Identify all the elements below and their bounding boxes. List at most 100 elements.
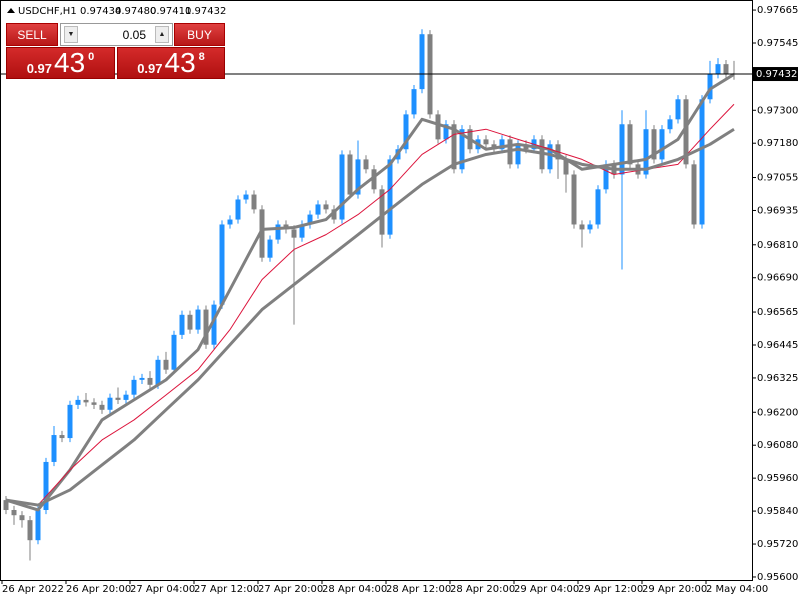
candle-body — [371, 169, 377, 190]
y-tick-label: 0.96200 — [757, 407, 798, 418]
sell-button[interactable]: SELL — [6, 23, 58, 46]
candle-body — [515, 144, 521, 165]
candle-body — [707, 74, 713, 100]
info-high: 0.97480 — [115, 6, 156, 17]
candle-body — [339, 154, 345, 220]
price-label-box — [752, 67, 798, 82]
sell-price[interactable]: 0.97 43 0 — [6, 47, 115, 79]
candle-body — [547, 144, 553, 170]
x-tick-label: 29 Apr 04:00 — [514, 584, 579, 595]
info-close: 0.97432 — [185, 6, 226, 17]
y-tick-label: 0.96690 — [757, 273, 798, 284]
candle-body — [667, 119, 673, 130]
candle-body — [83, 399, 89, 403]
candles — [3, 29, 737, 561]
candle-body — [275, 224, 281, 240]
info-open: 0.97434 — [80, 6, 121, 17]
candle-body — [627, 124, 633, 165]
candle-body — [691, 164, 697, 225]
y-tick-label: 0.97545 — [757, 38, 798, 49]
y-tick-label: 0.95600 — [757, 572, 798, 583]
x-tick-label: 26 Apr 2022 — [2, 584, 64, 595]
candle-body — [363, 159, 369, 170]
y-tick-label: 0.97300 — [757, 105, 798, 116]
y-tick-label: 0.95960 — [757, 473, 798, 484]
x-tick-label: 28 Apr 20:00 — [450, 584, 515, 595]
info-low: 0.97411 — [150, 6, 191, 17]
candle-body — [579, 224, 585, 230]
candle-body — [587, 224, 593, 230]
candle-body — [403, 114, 409, 150]
price-prefix: 0.97 — [26, 61, 53, 76]
candle-body — [387, 159, 393, 235]
y-tick-label: 0.96080 — [757, 440, 798, 451]
price-main: 43 — [164, 47, 196, 78]
symbol: USDCHF,H1 — [18, 6, 77, 17]
candle-body — [443, 124, 449, 140]
candle-body — [571, 174, 577, 225]
candle-body — [259, 209, 265, 258]
candle-body — [115, 397, 121, 400]
symbol-arrow — [7, 8, 15, 13]
candle-body — [483, 139, 489, 145]
buy-button[interactable]: BUY — [174, 23, 225, 46]
candle-body — [19, 515, 25, 521]
candle-body — [675, 99, 681, 120]
x-tick-label: 27 Apr 12:00 — [194, 584, 259, 595]
x-tick-label: 29 Apr 12:00 — [578, 584, 643, 595]
candle-body — [347, 154, 353, 195]
candle-body — [43, 461, 49, 510]
price-sup: 0 — [88, 51, 95, 63]
candle-body — [435, 114, 441, 140]
lot-down[interactable]: ▼ — [64, 26, 78, 43]
candle-body — [107, 397, 113, 410]
candle-body — [147, 377, 153, 385]
y-tick-label: 0.96325 — [757, 373, 798, 384]
candle-body — [179, 314, 185, 335]
candle-body — [211, 304, 217, 345]
candle-body — [75, 399, 81, 405]
buy-price[interactable]: 0.97 43 8 — [117, 47, 225, 79]
lot-value[interactable]: 0.05 — [122, 28, 146, 42]
moving-average — [37, 103, 735, 506]
candle-body — [603, 164, 609, 190]
y-tick-label: 0.96810 — [757, 240, 798, 251]
x-tick-label: 28 Apr 12:00 — [386, 584, 451, 595]
candle-body — [227, 219, 233, 225]
y-tick-label: 0.95720 — [757, 539, 798, 550]
moving-average — [5, 73, 735, 512]
candle-body — [195, 309, 201, 330]
candle-body — [3, 500, 9, 510]
candle-body — [35, 509, 41, 541]
y-tick-label: 0.97180 — [757, 138, 798, 149]
candle-body — [499, 139, 505, 150]
candle-body — [267, 239, 273, 258]
candle-body — [299, 224, 305, 238]
candle-body — [291, 229, 297, 238]
candle-body — [355, 159, 361, 195]
candle-body — [67, 404, 73, 439]
candle-body — [379, 189, 385, 235]
price-main: 43 — [54, 47, 86, 78]
candle-body — [459, 129, 465, 170]
candle-body — [139, 377, 145, 380]
lot-up[interactable]: ▲ — [155, 26, 169, 43]
x-tick-label: 2 May 04:00 — [706, 584, 768, 595]
candle-body — [99, 404, 105, 410]
y-tick-label: 0.96565 — [757, 307, 798, 318]
candle-body — [155, 359, 161, 385]
y-tick-label: 0.97665 — [757, 5, 798, 16]
candle-body — [235, 199, 241, 220]
candle-body — [683, 99, 689, 165]
price-label: 0.97432 — [756, 69, 797, 80]
y-tick-label: 0.95840 — [757, 506, 798, 517]
candle-body — [163, 359, 169, 370]
candle-body — [331, 209, 337, 220]
y-tick-label: 0.96935 — [757, 205, 798, 216]
candle-body — [699, 99, 705, 225]
lot-box[interactable]: ▼ 0.05 ▲ — [60, 23, 173, 46]
candle-body — [27, 520, 33, 541]
candle-body — [643, 129, 649, 175]
